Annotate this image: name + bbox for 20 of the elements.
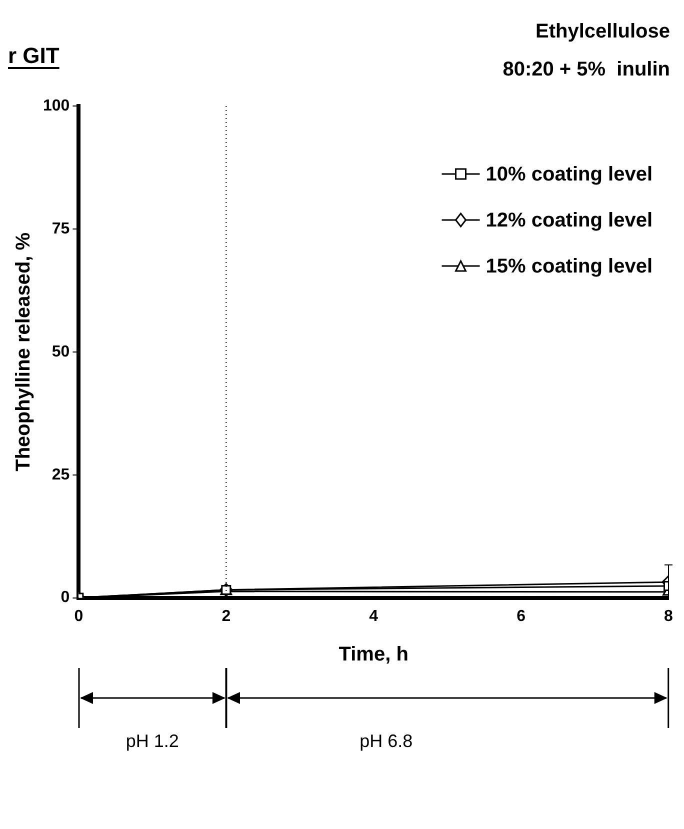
y-tick-label: 75 bbox=[52, 220, 70, 238]
y-axis-title: Theophylline released, % bbox=[12, 232, 35, 472]
text: pH 6.8 bbox=[360, 730, 413, 751]
y-tick-label: 100 bbox=[42, 97, 70, 114]
y-tick-label: 50 bbox=[52, 343, 70, 360]
y-tick-label: 0 bbox=[60, 589, 70, 606]
chart-subtitle: 80:20 + 5% inulin bbox=[502, 58, 670, 81]
y-tick-label: 25 bbox=[52, 466, 70, 484]
x-tick-label: 8 bbox=[664, 608, 674, 625]
legend-label: 12% coating level bbox=[486, 210, 653, 232]
x-tick-label: 6 bbox=[516, 608, 526, 625]
x-axis-title: Time, h bbox=[338, 644, 408, 666]
legend-label: 15% coating level bbox=[486, 256, 653, 278]
chart-title: Ethylcellulose bbox=[536, 20, 670, 43]
x-tick-label: 2 bbox=[222, 608, 231, 625]
x-tick-label: 0 bbox=[74, 608, 84, 625]
text: pH 1.2 bbox=[126, 730, 179, 751]
x-tick-label: 4 bbox=[369, 608, 378, 625]
text: r GIT bbox=[8, 43, 60, 68]
legend-label: 10% coating level bbox=[486, 164, 653, 186]
